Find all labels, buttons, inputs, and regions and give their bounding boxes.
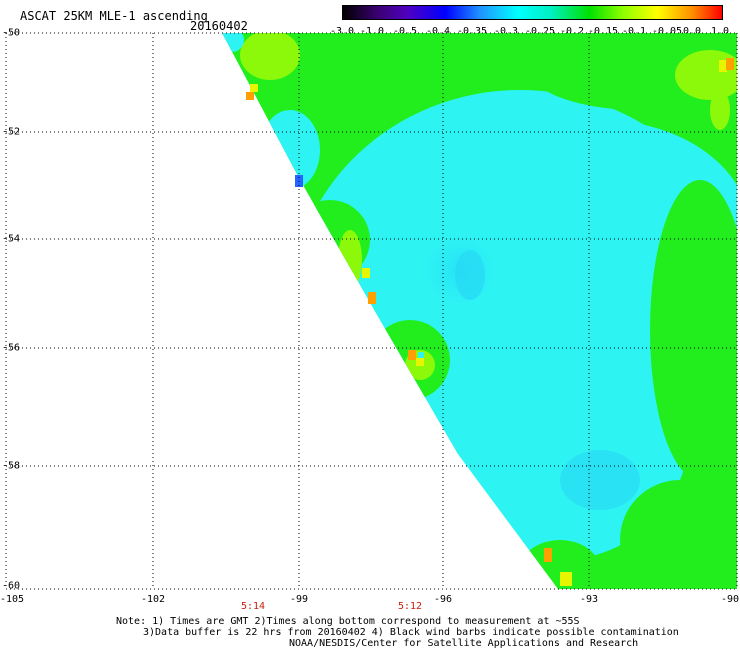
- outlier-pixel: [560, 572, 572, 586]
- outlier-pixel: [362, 268, 370, 278]
- lat-label: -50: [2, 27, 21, 39]
- lat-label: -56: [2, 342, 21, 354]
- lon-label: -90: [720, 594, 740, 605]
- colorbar-tick: -0.2: [559, 26, 585, 37]
- footnote-line: NOAA/NESDIS/Center for Satellite Applica…: [289, 638, 639, 649]
- lon-label: -102: [140, 594, 166, 605]
- footnote-line: Note: 1) Times are GMT 2)Times along bot…: [116, 616, 580, 627]
- outlier-pixel: [246, 92, 254, 100]
- colorbar-tick: -0.1: [621, 26, 647, 37]
- colorbar-tick: -1.0: [359, 26, 385, 37]
- lightgreen-region: [710, 90, 730, 130]
- outlier-pixel: [368, 292, 376, 304]
- footnote-line: 3)Data buffer is 22 hrs from 20160402 4)…: [143, 627, 679, 638]
- colorbar-tick: 0.0: [682, 26, 702, 37]
- colorbar: [342, 5, 723, 20]
- cyan-region: [260, 110, 320, 190]
- outlier-pixel: [544, 548, 552, 562]
- colorbar-tick: -0.05: [651, 26, 683, 37]
- cyan-core: [455, 250, 485, 300]
- swath-field: [222, 33, 737, 589]
- lon-label: -96: [433, 594, 453, 605]
- outlier-pixel: [250, 84, 258, 92]
- green-region: [250, 33, 530, 90]
- lon-label: -105: [0, 594, 25, 605]
- cyan-core: [560, 450, 640, 510]
- outlier-pixel: [418, 352, 424, 358]
- green-region: [520, 540, 600, 589]
- time-label: 5:14: [240, 601, 266, 612]
- product-title: ASCAT 25KM MLE-1 ascending: [20, 9, 208, 23]
- lat-label: -54: [2, 233, 21, 245]
- colorbar-tick: -0.5: [392, 26, 418, 37]
- colorbar-tick: -0.3: [493, 26, 519, 37]
- product-date: 20160402: [190, 19, 248, 33]
- lon-label: -99: [289, 594, 309, 605]
- cyan-region: [222, 33, 244, 52]
- green-region: [650, 180, 737, 480]
- grid: [5, 32, 738, 590]
- outlier-pixel: [726, 58, 734, 70]
- outlier-pixel: [719, 60, 727, 72]
- lat-label: -60: [2, 580, 21, 592]
- colorbar-tick: -3.0: [329, 26, 355, 37]
- lat-label: -52: [2, 126, 21, 138]
- colorbar-tick: -0.4: [425, 26, 451, 37]
- colorbar-tick: 1.0: [710, 26, 730, 37]
- colorbar-tick: -0.35: [456, 26, 488, 37]
- outlier-pixel: [416, 358, 424, 366]
- time-label: 5:12: [397, 601, 423, 612]
- outlier-pixel: [408, 350, 416, 360]
- lon-label: -93: [579, 594, 599, 605]
- lat-label: -58: [2, 460, 21, 472]
- colorbar-tick: -0.25: [524, 26, 556, 37]
- lightgreen-region: [240, 33, 300, 80]
- colorbar-tick: -0.15: [587, 26, 619, 37]
- green-region: [620, 480, 737, 589]
